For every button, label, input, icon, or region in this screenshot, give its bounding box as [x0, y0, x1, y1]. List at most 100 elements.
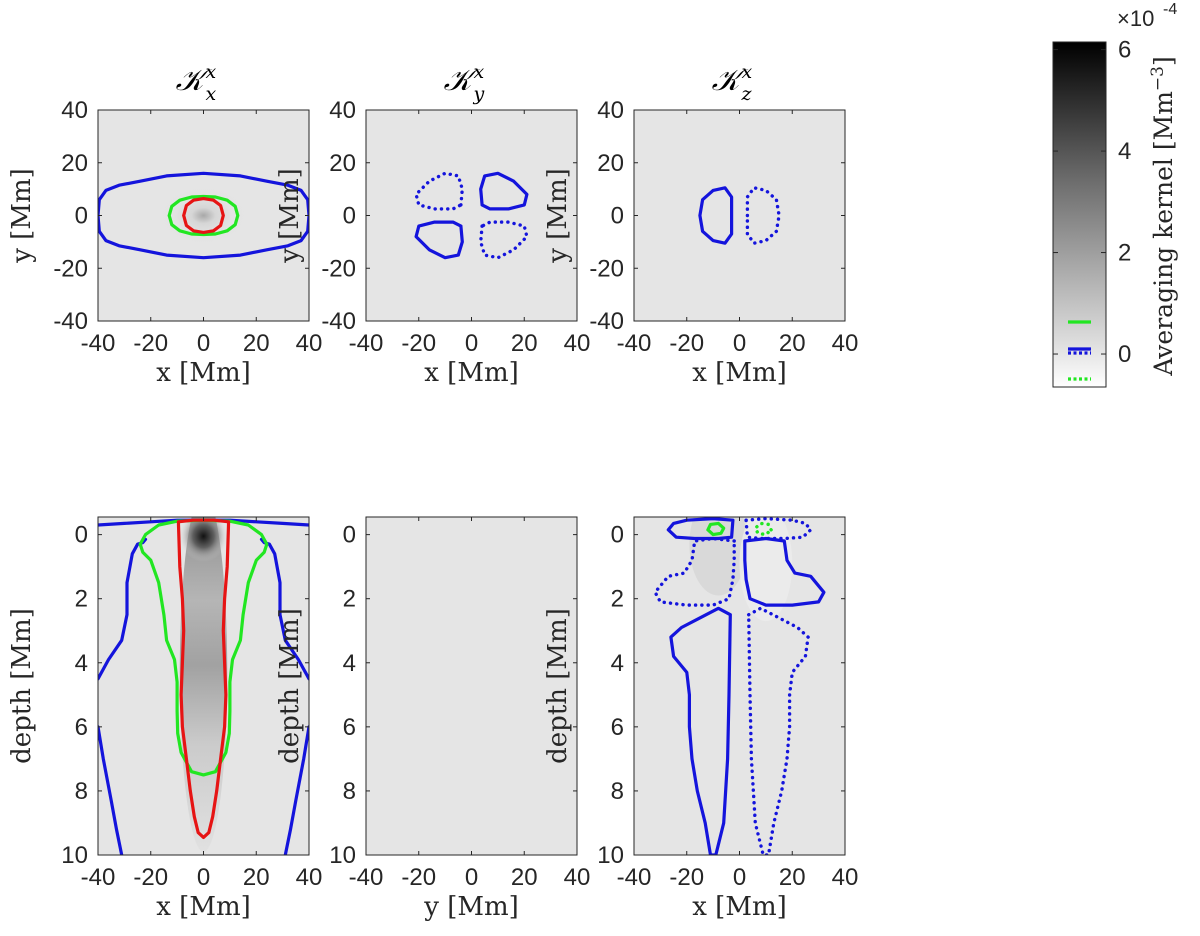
y-tick-label: 4: [75, 650, 88, 677]
contour-green-dotted-8: [753, 521, 773, 537]
y-tick-label: 0: [611, 203, 624, 230]
x-tick-label: 40: [832, 864, 859, 891]
colorbar-multiplier-exponent: -4: [1163, 1, 1177, 18]
x-axis-label: x [Mm]: [156, 892, 251, 922]
y-tick-label: 6: [343, 714, 356, 741]
x-tick-label: 40: [832, 330, 859, 357]
y-tick-label: 4: [343, 650, 356, 677]
y-tick-label: 20: [329, 150, 356, 177]
contour-blue-dotted-4: [479, 220, 529, 260]
contour-blue-solid-5: [669, 606, 732, 855]
contour-blue-solid-2: [414, 220, 464, 260]
plot-background: [366, 110, 577, 321]
y-tick-label: 8: [343, 778, 356, 805]
title-superscript: x: [474, 61, 485, 83]
y-tick-label: -40: [589, 308, 624, 335]
panel-6: -40 -20 0 20 40 0 2 4 6 8 10 x [Mm] depth [Mm]: [543, 516, 859, 922]
colorbar-label-text: Averaging kernel [Mm: [1149, 91, 1178, 377]
y-axis-label: depth [Mm]: [7, 608, 37, 764]
x-axis-label: x [Mm]: [692, 892, 787, 922]
y-tick-label: 6: [75, 714, 88, 741]
y-tick-label: 2: [343, 586, 356, 613]
y-axis-label: depth [Mm]: [275, 608, 305, 764]
x-tick-label: -40: [81, 330, 116, 357]
contour-green-solid-6: [138, 518, 269, 777]
y-tick-label: 0: [343, 522, 356, 549]
y-tick-label: 2: [75, 586, 88, 613]
contour-blue-dotted-2: [745, 186, 781, 245]
title-superscript: x: [742, 61, 753, 83]
contour-blue-dotted-2: [744, 517, 813, 541]
y-tick-label: 10: [329, 842, 356, 869]
y-tick-label: 0: [75, 203, 88, 230]
contour-green-solid-2: [167, 194, 240, 237]
title-subscript: z: [741, 83, 753, 105]
colorbar: 0 2 4 6 ×10 -4 Averaging kernel [Mm−3]: [1052, 1, 1178, 388]
x-tick-label: 20: [511, 864, 538, 891]
x-tick-label: 0: [733, 330, 746, 357]
y-tick-label: -40: [53, 308, 88, 335]
y-tick-label: 6: [611, 714, 624, 741]
contour-blue-solid-1: [98, 171, 309, 260]
colorbar-frame: [1052, 41, 1107, 388]
x-tick-label: -20: [133, 330, 168, 357]
contour-blue-solid-3: [743, 536, 826, 607]
y-tick-label: -20: [321, 255, 356, 282]
x-tick-label: 0: [465, 864, 478, 891]
y-tick-label: 0: [343, 203, 356, 230]
x-tick-label: -20: [669, 864, 704, 891]
contour-green-solid-7: [706, 521, 726, 537]
title-subscript: y: [473, 83, 485, 105]
plot-background: [366, 517, 577, 855]
y-tick-label: -20: [53, 255, 88, 282]
x-tick-label: 40: [296, 864, 323, 891]
y-tick-label: 20: [597, 150, 624, 177]
y-tick-label: 0: [611, 522, 624, 549]
y-tick-label: 10: [597, 842, 624, 869]
y-tick-label: 20: [61, 150, 88, 177]
colorbar-gradient: [1053, 42, 1106, 387]
kernel-shading-2: [179, 517, 228, 562]
y-axis-label: y [Mm]: [7, 168, 37, 264]
colorbar-multiplier-base: ×10: [1117, 6, 1154, 31]
kernel-shading-1: [179, 517, 228, 852]
contour-red-solid-3: [182, 197, 225, 234]
contour-blue-dotted-6: [747, 606, 810, 855]
y-tick-label: -40: [321, 308, 356, 335]
x-tick-label: -40: [349, 330, 384, 357]
y-tick-label: 10: [61, 842, 88, 869]
x-tick-label: -20: [401, 864, 436, 891]
contour-blue-solid-1: [698, 186, 734, 245]
x-tick-label: 20: [779, 330, 806, 357]
x-tick-label: 40: [296, 330, 323, 357]
y-tick-label: 40: [329, 97, 356, 124]
panel-4: -40 -20 0 20 40 0 2 4 6 8 10 x [Mm] depth [Mm]: [7, 516, 323, 922]
colorbar-label: Averaging kernel [Mm−3]: [1148, 56, 1178, 376]
title-subscript: x: [206, 83, 217, 105]
x-axis-label: x [Mm]: [424, 358, 519, 388]
colorbar-label-bracket: ]: [1149, 56, 1178, 66]
y-tick-label: 8: [75, 778, 88, 805]
colorbar-tick-label: 0: [1118, 341, 1131, 368]
x-tick-label: 0: [465, 330, 478, 357]
y-tick-label: 40: [597, 97, 624, 124]
x-tick-label: 20: [243, 330, 270, 357]
colorbar-tick-label: 2: [1118, 240, 1131, 267]
contour-blue-dotted-3: [414, 171, 464, 211]
y-tick-label: -20: [589, 255, 624, 282]
kernel-shading-2: [739, 517, 793, 622]
contour-blue-solid-1: [666, 517, 735, 541]
x-tick-label: 0: [197, 864, 210, 891]
x-tick-label: -40: [81, 864, 116, 891]
x-tick-label: 20: [779, 864, 806, 891]
colorbar-tick-label: 4: [1118, 138, 1131, 165]
x-tick-label: 0: [197, 330, 210, 357]
title-superscript: x: [206, 61, 217, 83]
x-axis-label: y [Mm]: [423, 892, 519, 922]
y-axis-label: y [Mm]: [543, 168, 573, 264]
